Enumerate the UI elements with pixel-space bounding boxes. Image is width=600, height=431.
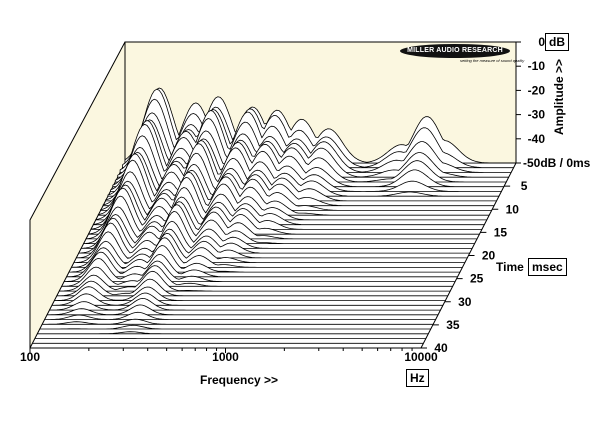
time-axis-label: Time	[496, 260, 524, 274]
decay-slice	[44, 311, 436, 320]
y-tick-label: 0	[538, 35, 545, 49]
time-tick-label: 15	[494, 225, 508, 239]
time-axis-ticks: 510 15 20 25 30 35 40	[421, 179, 528, 355]
decay-slice	[36, 331, 429, 335]
y-axis-ticks: 0 -10 -20 -30 -40 -50dB / 0ms	[516, 35, 591, 170]
x-tick-label: 100	[20, 350, 40, 364]
y-axis-label: Amplitude >>	[552, 59, 566, 135]
y-unit-box: dB	[545, 33, 569, 51]
decay-slice	[46, 304, 439, 316]
logo-wordmark: MILLER AUDIO RESEARCH	[400, 44, 510, 58]
x-tick-label: 10000	[404, 350, 438, 364]
x-tick-label: 1000	[212, 350, 239, 364]
x-axis-ticks: 100 1000 10000	[20, 348, 438, 364]
y-tick-label: -30	[528, 108, 546, 122]
time-tick-label: 40	[434, 341, 448, 355]
time-tick-label: 25	[470, 272, 484, 286]
time-tick-label: 5	[521, 179, 528, 193]
time-unit-box: msec	[528, 258, 567, 276]
time-tick-label: 30	[458, 295, 472, 309]
miller-audio-research-logo: MILLER AUDIO RESEARCH setting the measur…	[400, 44, 524, 66]
time-tick-label: 35	[446, 318, 460, 332]
y-tick-label: -40	[528, 132, 546, 146]
decay-slices	[29, 87, 517, 349]
time-tick-label: 20	[482, 249, 496, 263]
y-tick-label: -10	[528, 59, 546, 73]
logo-tagline: setting the measure of sound quality	[460, 58, 525, 63]
decay-slice	[41, 318, 434, 325]
x-unit-box: Hz	[406, 369, 429, 387]
y-tick-label: -50dB / 0ms	[523, 156, 591, 170]
decay-slice	[39, 324, 432, 330]
time-tick-label: 10	[506, 202, 520, 216]
y-tick-label: -20	[528, 83, 546, 97]
x-axis-label: Frequency >>	[200, 373, 279, 387]
